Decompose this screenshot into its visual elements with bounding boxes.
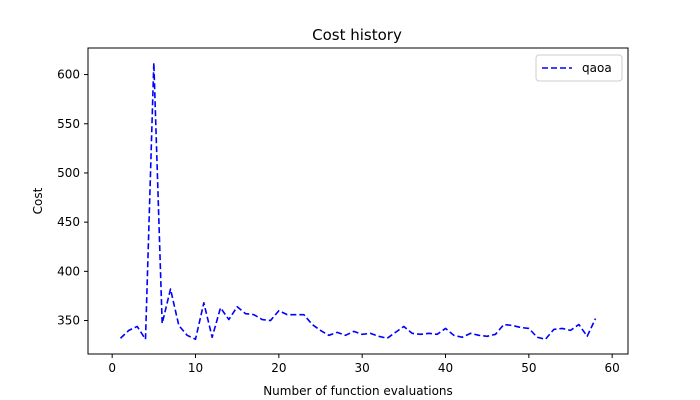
legend-box	[535, 54, 623, 82]
legend: qaoa	[535, 54, 623, 82]
y-tick-label: 350	[57, 314, 80, 328]
legend-label-qaoa: qaoa	[582, 61, 612, 75]
x-tick-label: 20	[271, 361, 286, 375]
y-tick-label: 550	[57, 117, 80, 131]
x-axis-label: Number of function evaluations	[263, 384, 453, 398]
x-axis: 0 10 20 30 40 50 60	[108, 354, 620, 375]
x-tick-label: 60	[605, 361, 620, 375]
x-tick-label: 50	[521, 361, 536, 375]
x-tick-label: 10	[188, 361, 203, 375]
x-tick-label: 40	[438, 361, 453, 375]
y-tick-label: 450	[57, 215, 80, 229]
y-axis: 350 400 450 500 550 600	[57, 68, 88, 328]
chart-title: Cost history	[312, 26, 402, 44]
x-tick-label: 30	[355, 361, 370, 375]
plot-area	[119, 61, 597, 341]
y-tick-label: 600	[57, 68, 80, 82]
x-tick-label: 0	[108, 361, 116, 375]
axes-frame	[87, 47, 629, 355]
series-line-qaoa	[119, 61, 597, 341]
y-axis-label: Cost	[31, 187, 45, 214]
y-tick-label: 400	[57, 264, 80, 278]
y-tick-label: 500	[57, 166, 80, 180]
